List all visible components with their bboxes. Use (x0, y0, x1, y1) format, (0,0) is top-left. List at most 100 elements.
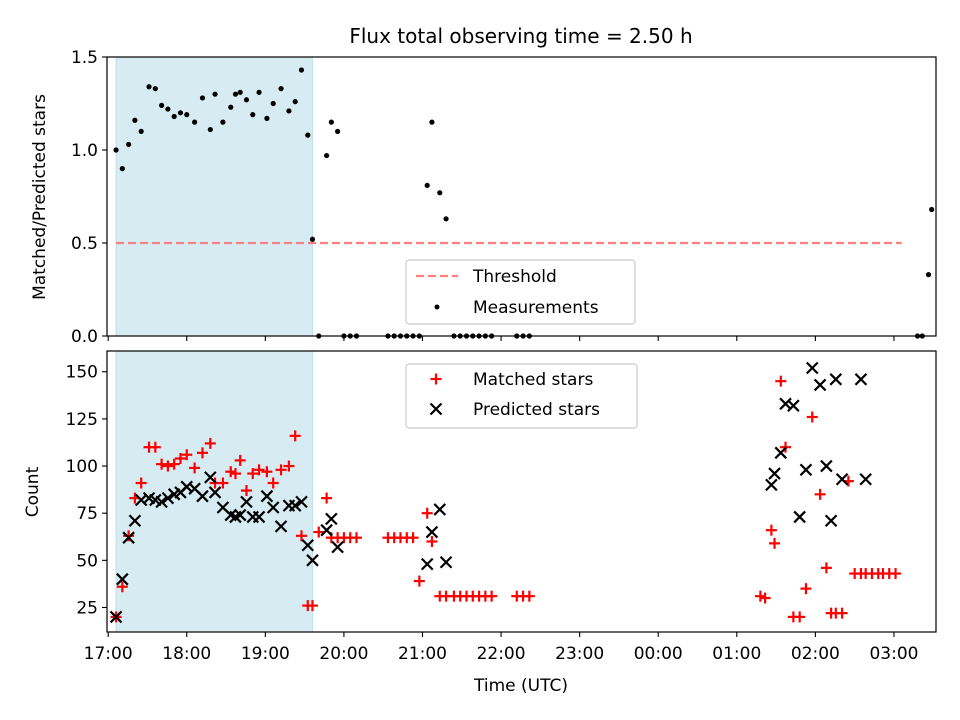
measurement-point (152, 86, 158, 92)
predicted-point (859, 472, 872, 486)
x-marker-b (155, 495, 168, 509)
predicted-point (820, 459, 833, 473)
time-x-tick-label: 02:00 (791, 644, 840, 664)
count-panel: 25 50 75 100 125 150 17:00 18:00 19:00 20:00 21:0… (23, 350, 937, 696)
measurement-point (199, 95, 206, 101)
x-marker-b (188, 482, 201, 495)
predicted-point (208, 486, 222, 499)
matched-point (261, 466, 273, 478)
x-marker-b (196, 489, 209, 503)
matched-point (289, 430, 301, 442)
matched-point (181, 449, 193, 461)
matched-point (283, 460, 295, 472)
predicted-point (439, 555, 453, 569)
measurement-point (305, 132, 311, 138)
x-marker-b (799, 463, 813, 477)
measurement-point (929, 206, 935, 213)
measurement-point (424, 182, 430, 188)
measurement-point (429, 119, 435, 125)
x-marker-b (859, 472, 872, 486)
matched-point (189, 462, 201, 474)
x-marker-b (320, 523, 333, 537)
predicted-point (260, 489, 274, 503)
matched-point (775, 375, 787, 387)
measurement-point (335, 128, 341, 134)
matched-point (426, 535, 438, 547)
matched-point (814, 488, 826, 500)
measurement-point (207, 126, 213, 133)
matched-point (253, 464, 265, 476)
matched-point (836, 607, 848, 619)
x-marker-b (813, 378, 827, 392)
matched-point (168, 458, 180, 470)
x-marker-b (820, 459, 833, 473)
measurement-point (443, 216, 449, 222)
x-marker-b (433, 503, 447, 516)
x-marker-b (774, 446, 788, 460)
measurement-point (126, 141, 132, 148)
time-x-tick-label: 22:00 (477, 644, 526, 664)
measurement-point (113, 147, 119, 153)
measurement-point (159, 102, 165, 108)
measurement-point (237, 89, 243, 95)
measurement-point (328, 119, 334, 125)
x-marker-b (425, 525, 439, 539)
x-marker-b (142, 491, 156, 505)
measurement-point (324, 152, 330, 159)
matched-point (149, 441, 161, 453)
predicted-point (288, 499, 302, 512)
predicted-point (233, 508, 247, 522)
matched-point (759, 592, 771, 604)
time-x-axis-label: Time (UTC) (473, 676, 568, 696)
legend-matched-label: Matched stars (473, 370, 593, 390)
measurement-point (925, 272, 932, 278)
predicted-point (813, 378, 827, 392)
x-marker-b (301, 538, 315, 552)
measurement-point (132, 117, 138, 123)
measurement-point (228, 104, 234, 110)
predicted-point (433, 503, 447, 516)
ratio-y-axis-label: Matched/Predicted stars (30, 94, 50, 300)
x-marker-b (240, 495, 253, 509)
predicted-point (204, 471, 217, 484)
predicted-point (301, 538, 315, 552)
legend-predicted-marker (429, 402, 443, 416)
matched-point (413, 575, 425, 587)
ratio-y-tick-label: 1.5 (71, 48, 98, 68)
x-marker-b (260, 489, 274, 503)
matched-point (313, 526, 325, 538)
measurement-point (270, 100, 276, 107)
measurement-point (243, 97, 250, 103)
x-marker-b (325, 512, 338, 526)
matched-point (240, 485, 252, 497)
matched-point (247, 468, 259, 480)
count-y-tick-label: 100 (66, 457, 98, 477)
predicted-point (774, 446, 788, 460)
predicted-point (161, 491, 175, 505)
matched-point (196, 447, 208, 459)
measurement-point (278, 86, 284, 92)
measurement-point (264, 115, 270, 121)
predicted-point (266, 501, 280, 514)
predicted-point (274, 520, 288, 533)
matched-point (350, 532, 362, 544)
legend-threshold-label: Threshold (472, 267, 557, 287)
x-marker-b (252, 510, 266, 524)
ratio-panel-frame (106, 56, 937, 337)
predicted-point (325, 512, 338, 526)
predicted-point (196, 489, 209, 503)
predicted-point (854, 373, 868, 386)
x-marker-b (765, 478, 778, 492)
predicted-point (793, 510, 806, 524)
measurement-point (138, 128, 144, 134)
matched-point (421, 507, 433, 519)
x-marker-b (829, 373, 843, 386)
matched-point (769, 537, 781, 549)
ratio-y-ticks: 0.0 0.5 1.0 1.5 (71, 48, 107, 347)
predicted-point (122, 531, 135, 544)
x-marker-b (787, 399, 800, 412)
observing-window-shade (115, 56, 313, 337)
predicted-point (240, 495, 253, 509)
ratio-panel: Flux total observing time = 2.50 h 0.00.… (30, 24, 937, 347)
time-x-ticks: 17:00 18:00 19:00 20:00 21:00 22:00 23:00 00:00… (84, 632, 918, 664)
